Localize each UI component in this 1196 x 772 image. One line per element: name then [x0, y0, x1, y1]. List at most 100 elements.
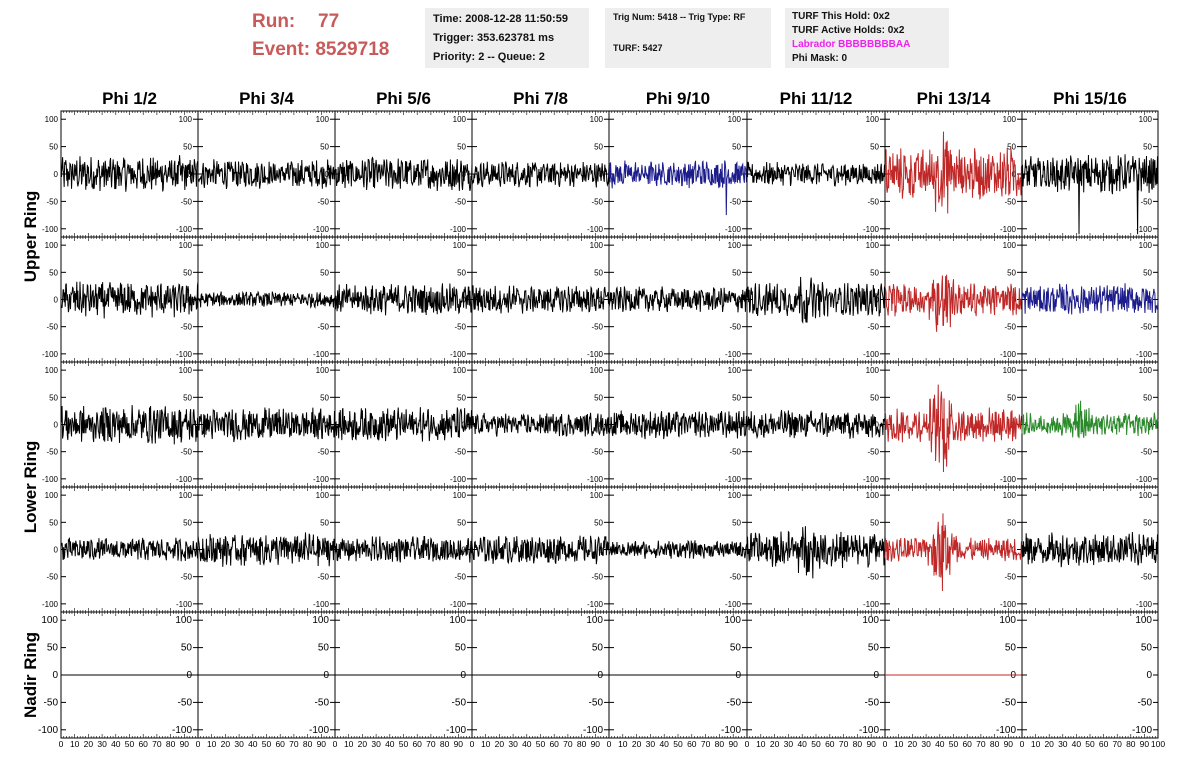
y-tick-label: -50 — [46, 573, 58, 582]
y-tick-label: 100 — [179, 491, 193, 500]
x-tick-label: 90 — [454, 739, 464, 749]
column-title: Phi 9/10 — [646, 89, 710, 108]
x-tick-label: 70 — [152, 739, 162, 749]
y-tick-label: 100 — [45, 115, 59, 124]
y-tick-label: 100 — [1003, 366, 1017, 375]
x-tick-label: 30 — [784, 739, 794, 749]
y-tick-label: 50 — [592, 643, 604, 654]
x-tick-label: 90 — [591, 739, 601, 749]
y-tick-label: 100 — [866, 241, 880, 250]
y-tick-label: 50 — [320, 143, 329, 152]
y-tick-label: -100 — [1136, 475, 1153, 484]
x-tick-label: 90 — [1004, 739, 1014, 749]
y-tick-label: 100 — [586, 615, 603, 626]
y-tick-label: -100 — [309, 725, 329, 736]
y-tick-label: -50 — [591, 448, 603, 457]
y-tick-label: 100 — [1135, 615, 1152, 626]
y-tick-label: 100 — [453, 241, 467, 250]
x-tick-label: 60 — [825, 739, 835, 749]
x-tick-label: 20 — [221, 739, 231, 749]
y-tick-label: 100 — [862, 615, 879, 626]
y-tick-label: 50 — [1007, 518, 1016, 527]
y-tick-label: 0 — [875, 421, 880, 430]
y-tick-label: 0 — [54, 421, 59, 430]
x-tick-label: 40 — [111, 739, 121, 749]
y-tick-label: 100 — [41, 615, 58, 626]
y-tick-label: -50 — [729, 573, 741, 582]
waveform-trace — [197, 532, 336, 567]
waveform-trace — [746, 276, 886, 325]
y-tick-label: -50 — [180, 573, 192, 582]
y-tick-label: -50 — [1140, 448, 1152, 457]
y-tick-label: -100 — [313, 225, 330, 234]
x-tick-label: 70 — [289, 739, 299, 749]
x-tick-label: 0 — [333, 739, 338, 749]
column-title: Phi 5/6 — [376, 89, 431, 108]
trigger-info-box: Trig Num: 5418 -- Trig Type: RF TURF: 54… — [605, 8, 771, 68]
waveform-trace — [197, 407, 336, 443]
waveform-trace — [334, 283, 473, 316]
turf-info-box: TURF This Hold: 0x2 TURF Active Holds: 0… — [785, 8, 949, 68]
x-tick-label: 80 — [1126, 739, 1136, 749]
waveform-trace — [471, 412, 610, 437]
y-tick-label: 50 — [455, 643, 467, 654]
y-tick-label: -50 — [180, 323, 192, 332]
x-tick-label: 30 — [371, 739, 381, 749]
y-tick-label: -100 — [863, 225, 880, 234]
y-tick-label: -100 — [450, 600, 467, 609]
y-tick-label: -100 — [725, 350, 742, 359]
waveform-trace — [746, 409, 886, 440]
y-tick-label: 100 — [449, 615, 466, 626]
y-tick-label: 100 — [316, 366, 330, 375]
priority-text: Priority: 2 -- Queue: 2 — [433, 51, 545, 63]
waveform-trace — [1021, 283, 1159, 315]
x-tick-label: 80 — [990, 739, 1000, 749]
y-tick-label: -100 — [1136, 350, 1153, 359]
x-tick-label: 70 — [976, 739, 986, 749]
y-tick-label: 100 — [45, 241, 59, 250]
y-tick-label: -100 — [587, 475, 604, 484]
x-tick-label: 20 — [495, 739, 505, 749]
x-tick-label: 20 — [358, 739, 368, 749]
y-tick-label: 100 — [316, 115, 330, 124]
x-tick-label: 40 — [248, 739, 258, 749]
y-tick-label: 50 — [457, 268, 466, 277]
waveform-trace — [471, 285, 610, 314]
x-tick-label: 60 — [138, 739, 148, 749]
x-tick-label: 0 — [196, 739, 201, 749]
waveform-trace — [60, 405, 199, 445]
y-tick-label: -50 — [46, 197, 58, 206]
y-tick-label: 50 — [49, 393, 58, 402]
y-tick-label: 100 — [1003, 115, 1017, 124]
x-tick-label: 80 — [715, 739, 725, 749]
y-tick-label: -100 — [725, 225, 742, 234]
y-tick-label: 50 — [49, 143, 58, 152]
x-tick-label: 60 — [962, 739, 972, 749]
y-tick-label: -100 — [313, 350, 330, 359]
y-tick-label: 100 — [590, 115, 604, 124]
y-tick-label: 100 — [1003, 241, 1017, 250]
y-tick-label: 50 — [320, 518, 329, 527]
y-tick-label: -50 — [317, 448, 329, 457]
y-tick-label: 100 — [590, 491, 604, 500]
x-tick-label: 0 — [883, 739, 888, 749]
y-tick-label: 50 — [594, 393, 603, 402]
x-tick-label: 50 — [673, 739, 683, 749]
y-tick-label: 100 — [1139, 366, 1153, 375]
y-tick-label: -100 — [859, 725, 879, 736]
x-tick-label: 60 — [687, 739, 697, 749]
y-tick-label: -100 — [42, 600, 59, 609]
y-tick-label: 100 — [866, 491, 880, 500]
y-tick-label: 50 — [1143, 518, 1152, 527]
